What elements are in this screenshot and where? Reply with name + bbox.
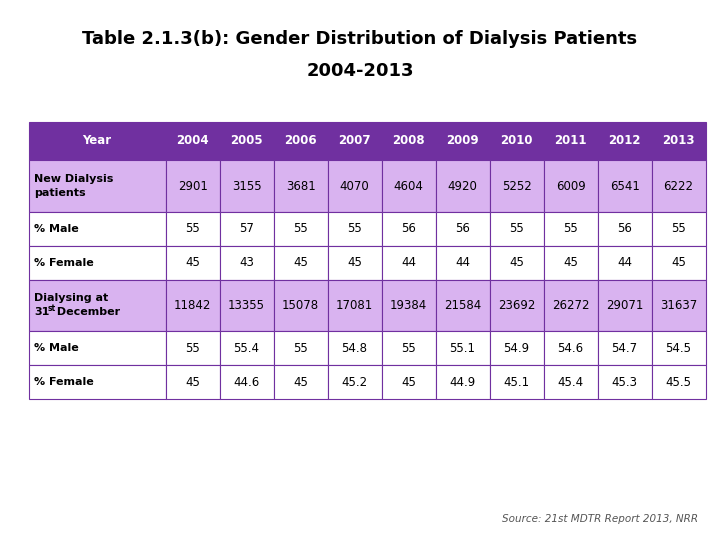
Text: 44.6: 44.6 [233, 375, 260, 389]
Text: Table 2.1.3(b): Gender Distribution of Dialysis Patients: Table 2.1.3(b): Gender Distribution of D… [82, 30, 638, 48]
Text: 31: 31 [34, 307, 49, 318]
Text: 54.7: 54.7 [611, 341, 638, 355]
Text: 3681: 3681 [286, 179, 315, 193]
Text: 13355: 13355 [228, 299, 265, 312]
Text: 45.1: 45.1 [503, 375, 530, 389]
Text: 6541: 6541 [610, 179, 639, 193]
Text: 44: 44 [401, 256, 416, 269]
Text: 44: 44 [617, 256, 632, 269]
Text: 31637: 31637 [660, 299, 697, 312]
Text: 55: 55 [563, 222, 578, 235]
Text: 45: 45 [401, 375, 416, 389]
Text: 29071: 29071 [606, 299, 643, 312]
Text: Dialysing at: Dialysing at [34, 293, 108, 303]
Text: 55: 55 [347, 222, 362, 235]
Text: 6222: 6222 [664, 179, 693, 193]
Text: 19384: 19384 [390, 299, 427, 312]
Text: 45.4: 45.4 [557, 375, 584, 389]
Text: 2007: 2007 [338, 134, 371, 147]
Text: 2010: 2010 [500, 134, 533, 147]
Text: 4920: 4920 [448, 179, 477, 193]
Text: 55: 55 [671, 222, 686, 235]
Text: 55: 55 [509, 222, 524, 235]
Text: % Male: % Male [34, 343, 78, 353]
Text: 2008: 2008 [392, 134, 425, 147]
Text: 2009: 2009 [446, 134, 479, 147]
Text: 45: 45 [293, 256, 308, 269]
Text: 2004-2013: 2004-2013 [306, 62, 414, 80]
Text: 56: 56 [401, 222, 416, 235]
Text: 54.9: 54.9 [503, 341, 530, 355]
Text: 2004: 2004 [176, 134, 209, 147]
Text: 56: 56 [617, 222, 632, 235]
Text: 43: 43 [239, 256, 254, 269]
Text: Year: Year [83, 134, 112, 147]
Text: 26272: 26272 [552, 299, 590, 312]
Text: New Dialysis: New Dialysis [34, 174, 113, 184]
Text: 21584: 21584 [444, 299, 481, 312]
Text: Source: 21st MDTR Report 2013, NRR: Source: 21st MDTR Report 2013, NRR [503, 514, 698, 524]
Text: 4070: 4070 [340, 179, 369, 193]
Text: 55: 55 [293, 222, 308, 235]
Text: 55.1: 55.1 [449, 341, 476, 355]
Text: 44.9: 44.9 [449, 375, 476, 389]
Text: 45: 45 [509, 256, 524, 269]
Text: 2013: 2013 [662, 134, 695, 147]
Text: 23692: 23692 [498, 299, 535, 312]
Text: 54.6: 54.6 [557, 341, 584, 355]
Text: 5252: 5252 [502, 179, 531, 193]
Text: 2005: 2005 [230, 134, 263, 147]
Text: 2901: 2901 [178, 179, 207, 193]
Text: 45: 45 [671, 256, 686, 269]
Text: 45.5: 45.5 [665, 375, 692, 389]
Text: st: st [48, 304, 55, 313]
Text: 54.5: 54.5 [665, 341, 692, 355]
Text: 55: 55 [185, 341, 200, 355]
Text: % Male: % Male [34, 224, 78, 234]
Text: 55: 55 [401, 341, 416, 355]
Text: 56: 56 [455, 222, 470, 235]
Text: December: December [53, 307, 120, 318]
Text: 45: 45 [185, 256, 200, 269]
Text: 6009: 6009 [556, 179, 585, 193]
Text: 55.4: 55.4 [233, 341, 260, 355]
Text: 2012: 2012 [608, 134, 641, 147]
Text: 45: 45 [293, 375, 308, 389]
Text: 55: 55 [185, 222, 200, 235]
Text: % Female: % Female [34, 258, 94, 268]
Text: 45: 45 [563, 256, 578, 269]
Text: 45: 45 [347, 256, 362, 269]
Text: % Female: % Female [34, 377, 94, 387]
Text: patients: patients [34, 188, 86, 198]
Text: 4604: 4604 [394, 179, 423, 193]
Text: 45.2: 45.2 [341, 375, 368, 389]
Text: 3155: 3155 [232, 179, 261, 193]
Text: 15078: 15078 [282, 299, 319, 312]
Text: 17081: 17081 [336, 299, 373, 312]
Text: 2006: 2006 [284, 134, 317, 147]
Text: 54.8: 54.8 [341, 341, 368, 355]
Text: 11842: 11842 [174, 299, 211, 312]
Text: 55: 55 [293, 341, 308, 355]
Text: 57: 57 [239, 222, 254, 235]
Text: 2011: 2011 [554, 134, 587, 147]
Text: 44: 44 [455, 256, 470, 269]
Text: 45: 45 [185, 375, 200, 389]
Text: 45.3: 45.3 [611, 375, 638, 389]
